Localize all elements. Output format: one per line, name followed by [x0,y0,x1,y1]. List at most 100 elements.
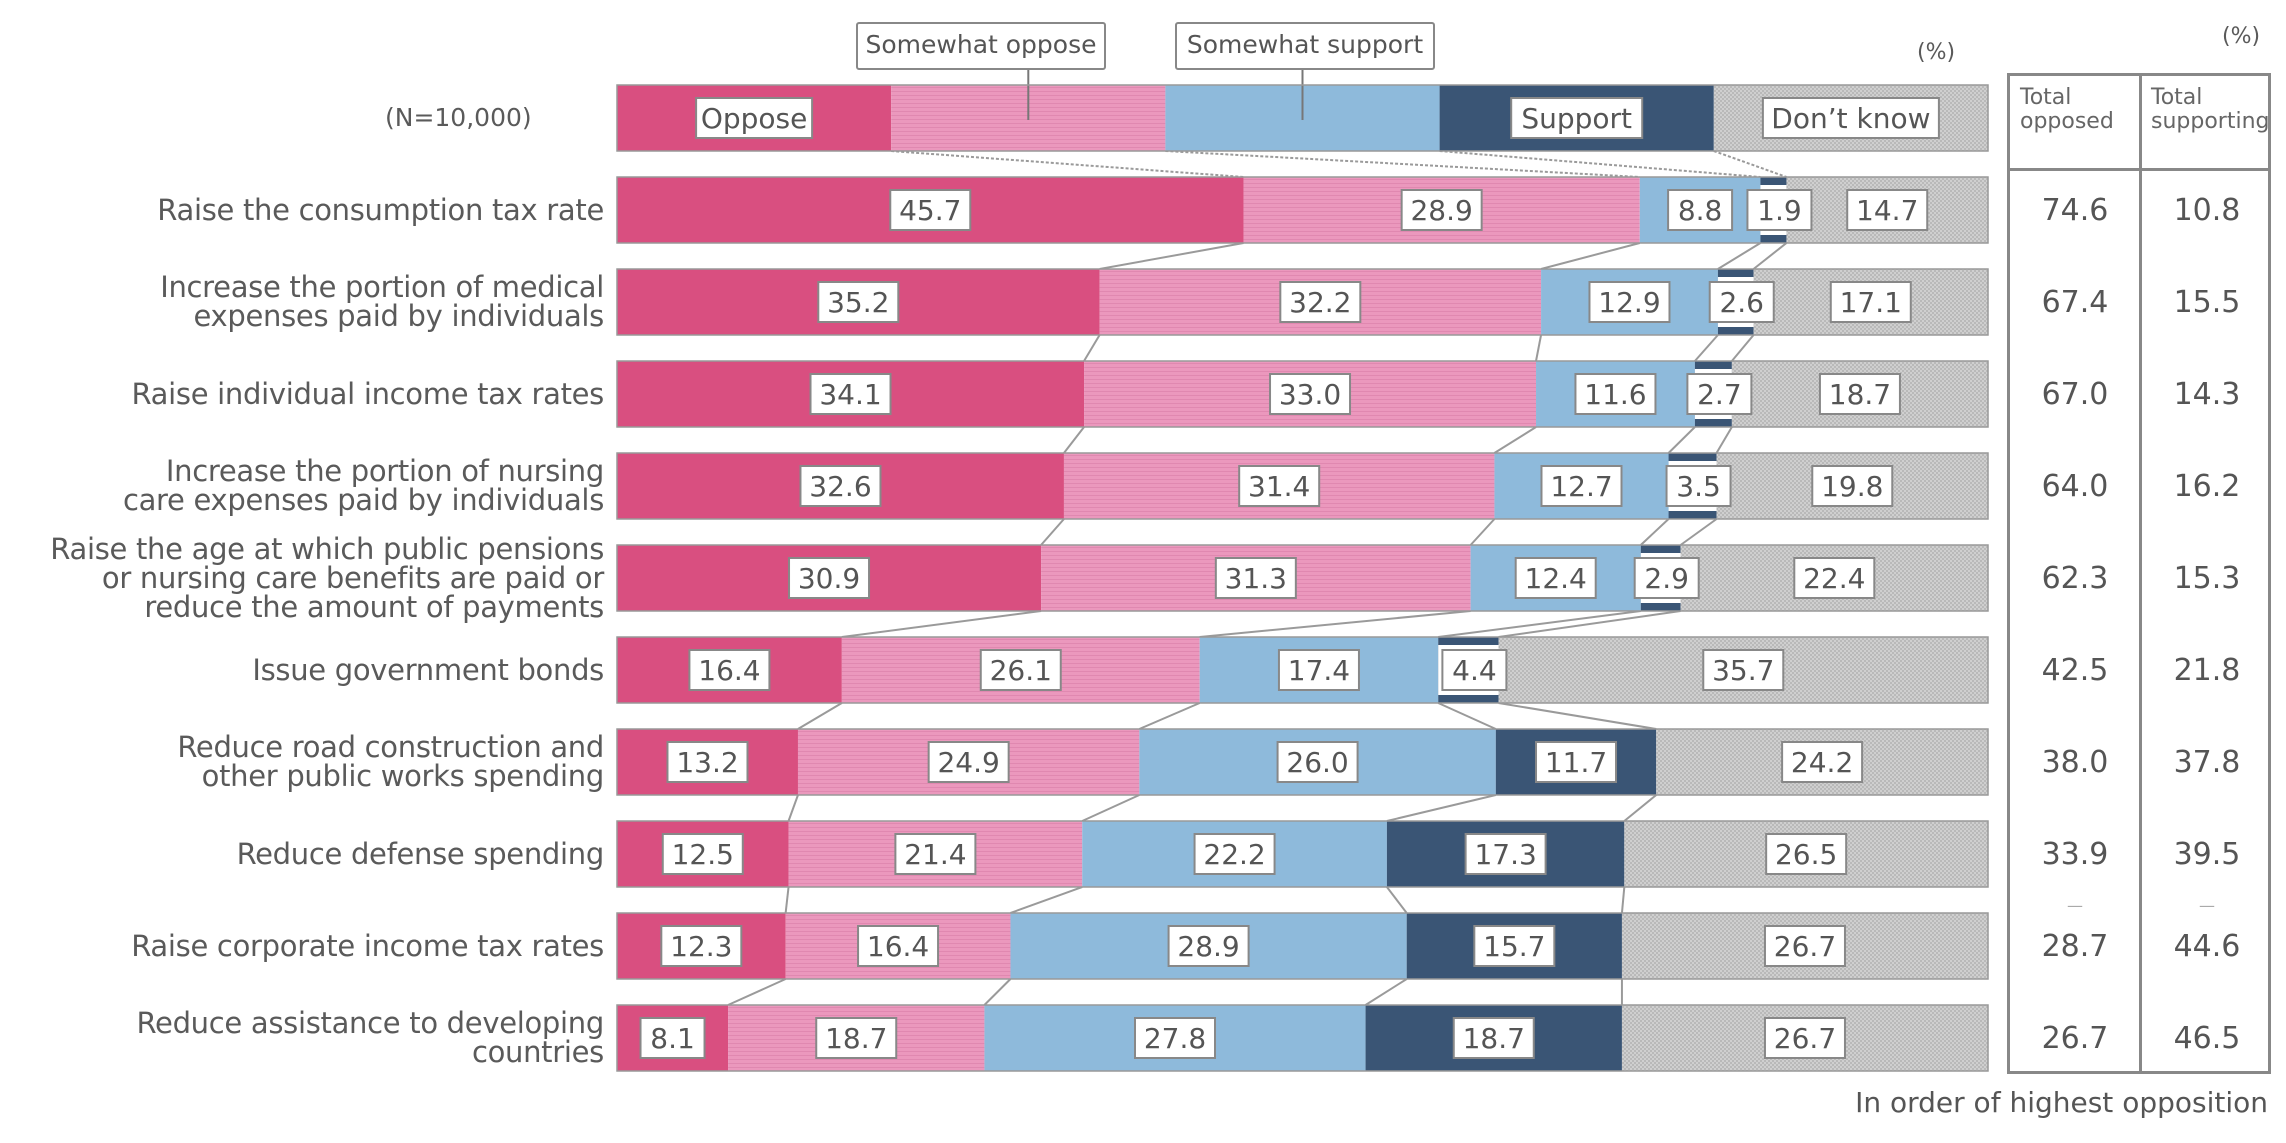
value-label-somewhat-oppose-box [1238,465,1321,507]
value-label-don-t-know: 24.2 [1781,741,1864,783]
legend-label-don-t-know-box [1761,97,1940,139]
value-label-oppose-text: 8.1 [650,1022,695,1055]
value-label-somewhat-support-box [1167,925,1250,967]
value-label-somewhat-support-text: 17.4 [1288,654,1350,687]
value-label-somewhat-support-text: 11.6 [1584,378,1646,411]
value-label-don-t-know-box [1829,281,1912,323]
bar-outline [616,728,1989,796]
row-label: Reduce road construction and other publi… [177,730,604,793]
connector-line [983,978,1012,1006]
value-label-somewhat-oppose: 28.9 [1400,189,1483,231]
legend-label-oppose-text: Oppose [701,102,808,135]
value-label-somewhat-oppose: 31.3 [1214,557,1297,599]
value-label-somewhat-oppose: 26.1 [979,649,1062,691]
value-label-somewhat-support-text: 12.4 [1525,562,1587,595]
connector-line [1620,886,1626,914]
value-label-oppose: 35.2 [817,281,900,323]
table-cell-total-supporting: 37.8 [2173,745,2241,780]
row-label: Raise corporate income tax rates [131,928,604,963]
bar-outline [616,636,1989,704]
value-label-support-box [1441,649,1508,691]
value-label-somewhat-oppose: 24.9 [927,741,1010,783]
value-label-don-t-know-box [1702,649,1785,691]
value-label-oppose-text: 35.2 [827,286,889,319]
value-label-don-t-know-text: 26.7 [1774,930,1836,963]
connector-line [1081,794,1140,822]
value-label-oppose: 32.6 [799,465,882,507]
value-label-somewhat-support: 17.4 [1277,649,1360,691]
connector-lines [727,150,1788,1006]
value-label-somewhat-oppose-text: 21.4 [904,838,966,871]
value-label-don-t-know: 26.7 [1763,925,1846,967]
value-label-don-t-know-box [1763,1017,1846,1059]
value-label-support: 17.3 [1464,833,1547,875]
row-label: Raise the consumption tax rate [157,192,604,227]
connector-line [1493,426,1537,454]
table-cell-total-supporting: 39.5 [2173,837,2241,872]
value-label-don-t-know-text: 35.7 [1712,654,1774,687]
value-label-support-text: 11.7 [1545,746,1607,779]
value-label-oppose-box [817,281,900,323]
value-label-don-t-know-text: 19.8 [1821,470,1883,503]
value-label-somewhat-support-text: 28.9 [1177,930,1239,963]
row-label: Reduce defense spending [236,836,605,871]
table-separator-mark: — [2067,896,2083,915]
connector-line [1694,334,1719,362]
value-label-don-t-know: 35.7 [1702,649,1785,691]
value-label-support-box [1708,281,1775,323]
value-label-don-t-know-text: 18.7 [1829,378,1891,411]
table-cell-total-supporting: 16.2 [2173,469,2241,504]
value-label-somewhat-support-text: 27.8 [1144,1022,1206,1055]
value-label-support: 2.6 [1708,281,1775,323]
value-label-support-text: 4.4 [1452,654,1497,687]
bar-outline [616,360,1989,428]
connector-line [1063,426,1085,454]
value-label-somewhat-oppose-box [1214,557,1297,599]
table-cell-total-supporting: 46.5 [2173,1021,2241,1056]
bar-unit-label: (%) [1917,40,1956,65]
table-cell-total-opposed: 42.5 [2041,653,2109,688]
table-cell-total-opposed: 74.6 [2041,193,2109,228]
sample-size-label: (N=10,000) [385,103,532,132]
connector-line [1715,426,1733,454]
bar-outline [616,176,1989,244]
value-label-somewhat-oppose-text: 28.9 [1410,194,1472,227]
value-label-support: 15.7 [1473,925,1556,967]
value-label-oppose-text: 12.5 [672,838,734,871]
table-cell-total-opposed: 67.0 [2041,377,2109,412]
value-label-support: 1.9 [1746,189,1813,231]
value-label-oppose-text: 12.3 [670,930,732,963]
value-label-support-text: 2.7 [1697,378,1742,411]
legend-label-support-box [1510,97,1644,139]
legend-callout-somewhat-support: Somewhat support [1175,22,1435,70]
legend-callout-somewhat-oppose: Somewhat oppose [856,22,1106,70]
value-label-somewhat-support-box [1540,465,1623,507]
connector-line [1040,518,1065,546]
table-cell-total-supporting: 15.3 [2173,561,2241,596]
value-label-somewhat-support-box [1588,281,1671,323]
legend-label-don-t-know-text: Don’t know [1771,102,1930,135]
value-label-oppose: 30.9 [788,557,871,599]
value-label-somewhat-oppose-box [815,1017,898,1059]
value-label-somewhat-oppose-text: 18.7 [825,1022,887,1055]
connector-line [1199,610,1471,638]
table-cell-total-opposed: 26.7 [2041,1021,2109,1056]
value-label-somewhat-oppose: 16.4 [857,925,940,967]
value-label-somewhat-oppose: 32.2 [1279,281,1362,323]
value-label-somewhat-support: 12.4 [1514,557,1597,599]
value-label-oppose-text: 30.9 [798,562,860,595]
value-label-somewhat-oppose-box [1400,189,1483,231]
bar-outline [616,912,1989,980]
row-label: Increase the portion of nursing care exp… [122,454,604,517]
value-label-somewhat-support: 11.6 [1574,373,1657,415]
value-label-don-t-know-text: 22.4 [1803,562,1865,595]
table-cell-total-supporting: 44.6 [2173,929,2241,964]
connector-line [841,610,1042,638]
value-label-somewhat-support-box [1667,189,1734,231]
value-label-support-text: 2.6 [1719,286,1764,319]
value-label-don-t-know: 17.1 [1829,281,1912,323]
connector-line [1535,334,1543,362]
value-label-oppose-box [639,1017,706,1059]
value-label-somewhat-support-box [1574,373,1657,415]
value-label-don-t-know: 19.8 [1811,465,1894,507]
